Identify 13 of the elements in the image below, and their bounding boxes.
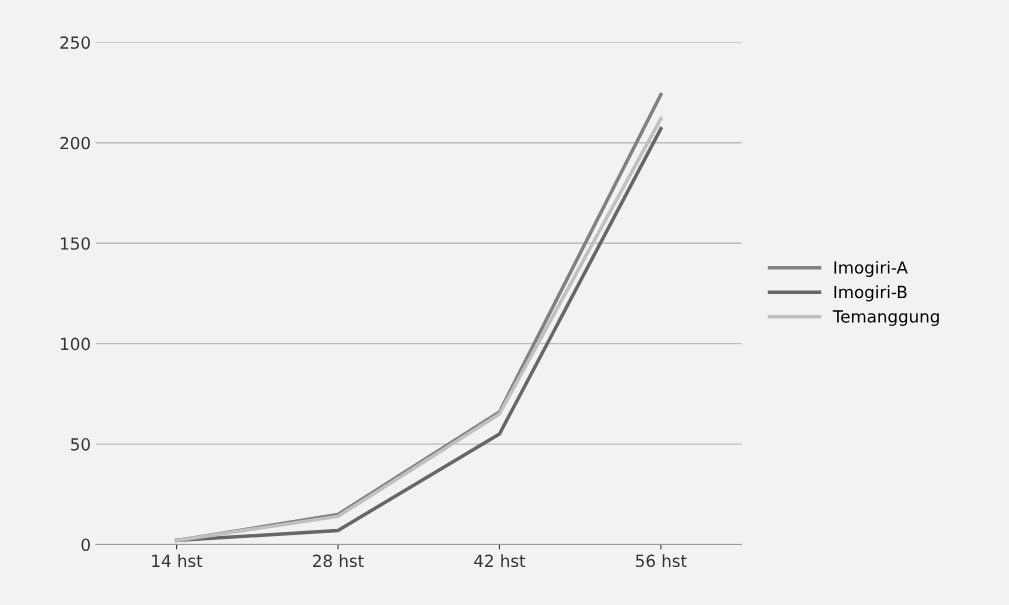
legend-label: Imogiri-A: [834, 260, 908, 278]
legend-label: Imogiri-B: [834, 285, 907, 302]
x-tick-label: 14 hst: [152, 554, 203, 568]
y-tick-label: 100: [61, 337, 90, 351]
y-tick-label: 0: [81, 538, 90, 552]
y-tick-label: 50: [71, 438, 90, 451]
y-tick-label: 250: [60, 36, 90, 49]
x-tick-label: 42 hst: [474, 554, 526, 568]
y-tick-label: 200: [60, 136, 90, 150]
x-tick-label: 56 hst: [636, 554, 687, 568]
y-tick-label: 150: [61, 237, 90, 250]
legend-label: Temanggung: [832, 310, 939, 326]
x-tick-label: 28 hst: [313, 554, 364, 568]
